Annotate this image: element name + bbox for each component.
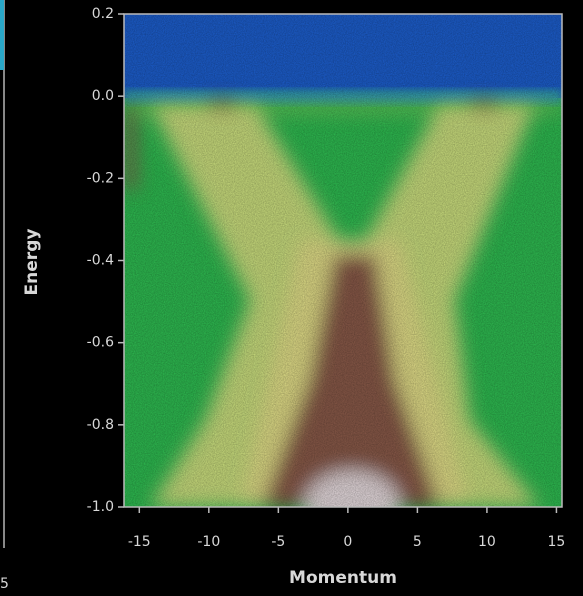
y-tick-label: -1.0 [87,499,114,515]
neighbor-panel-tick: 5 [0,576,9,592]
x-tick-label: 0 [343,534,352,550]
x-tick-label: 15 [548,534,566,550]
y-tick-label: -0.4 [87,253,114,269]
x-tick-label: 10 [478,534,496,550]
neighbor-panel-sliver [0,0,4,70]
x-tick-label: 5 [413,534,422,550]
heatmap-noise [124,14,562,507]
y-tick-label: -0.2 [87,170,114,186]
axes: 0.2 0.0 -0.2 -0.4 -0.6 -0.8 -1.0 -15 -10 -5 0 5 10 15 [87,6,566,550]
x-tick-label: -15 [128,534,151,550]
x-tick-label: -5 [271,534,285,550]
y-axis-title: Energy [22,229,42,296]
y-tick-label: 0.2 [92,6,114,22]
x-axis-title: Momentum [289,568,397,588]
x-tick-label: -10 [197,534,220,550]
heatmap-image [124,14,562,507]
y-tick-label: 0.0 [92,88,114,104]
y-tick-label: -0.6 [87,335,114,351]
y-tick-label: -0.8 [87,417,114,433]
